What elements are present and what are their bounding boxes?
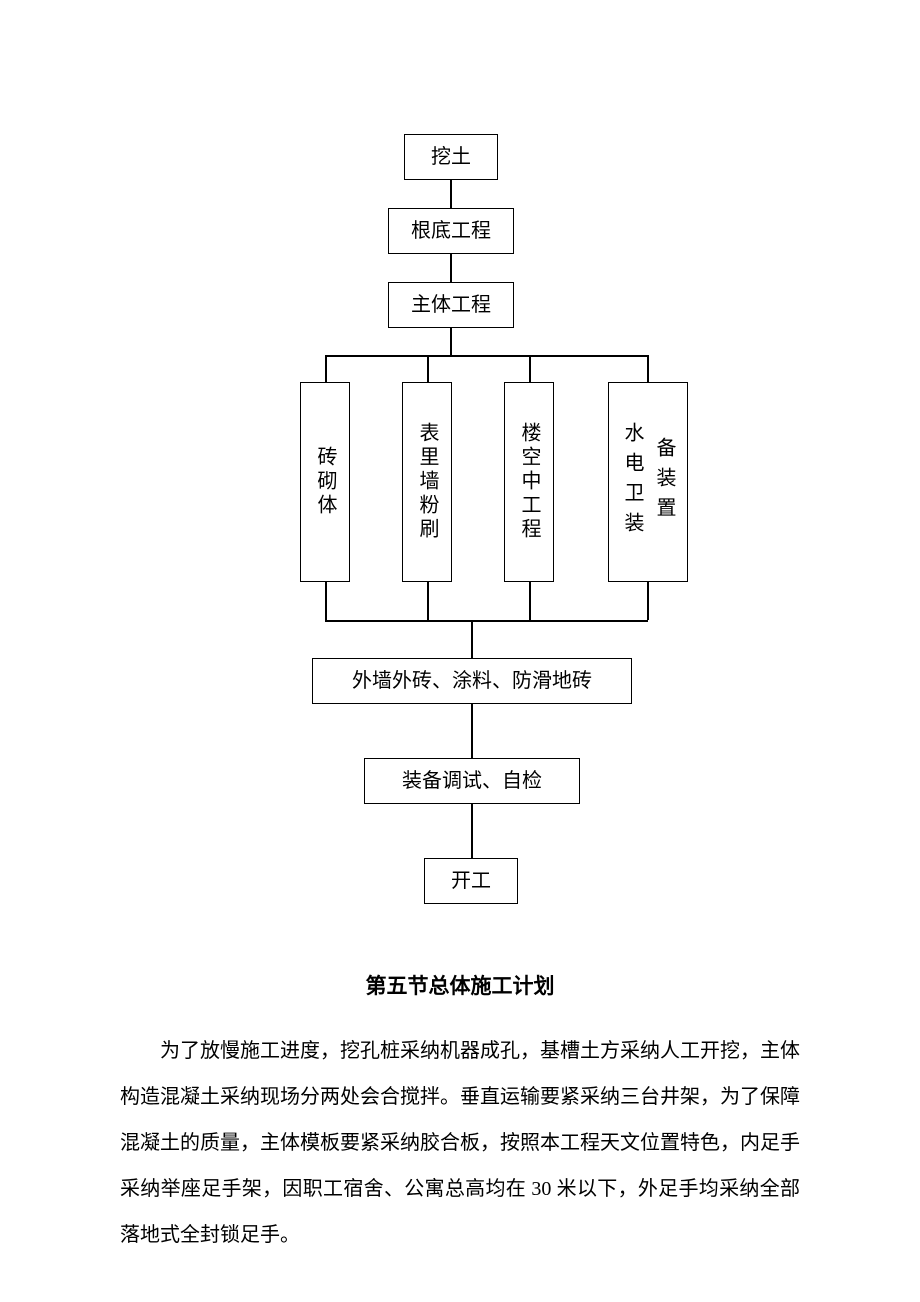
node-label: 外墙外砖、涂料、防滑地砖 (352, 666, 592, 696)
node-main-structure: 主体工程 (388, 282, 514, 328)
edge-merge (325, 620, 648, 622)
node-wall-plaster: 表里墙粉刷 (402, 382, 452, 582)
edge (450, 180, 452, 208)
edge (647, 582, 649, 620)
node-label-col1: 水电卫装 (617, 389, 647, 575)
node-brickwork: 砖砌体 (300, 382, 350, 582)
node-floor-work: 楼空中工程 (504, 382, 554, 582)
edge (647, 355, 649, 382)
node-label: 挖土 (431, 142, 471, 172)
node-foundation: 根底工程 (388, 208, 514, 254)
edge (427, 355, 429, 382)
construction-flowchart: 挖土 根底工程 主体工程 砖砌体 表里墙粉刷 楼空中工程 水电卫装 备装置 (0, 0, 920, 920)
edge (325, 355, 327, 382)
node-exterior-finish: 外墙外砖、涂料、防滑地砖 (312, 658, 632, 704)
section-title: 第五节总体施工计划 (120, 970, 800, 1000)
edge (427, 582, 429, 620)
edge (471, 804, 473, 858)
edge (529, 582, 531, 620)
edge (325, 582, 327, 620)
node-mep-install: 水电卫装 备装置 (608, 382, 688, 582)
node-excavation: 挖土 (404, 134, 498, 180)
edge (471, 620, 473, 658)
node-completion: 开工 (424, 858, 518, 904)
edge-branch (325, 355, 648, 357)
node-equipment-test: 装备调试、自检 (364, 758, 580, 804)
edge (450, 254, 452, 282)
node-label-col2: 备装置 (649, 389, 679, 575)
section-paragraph: 为了放慢施工进度，挖孔桩采纳机器成孔，基槽土方采纳人工开挖，主体构造混凝土采纳现… (120, 1028, 800, 1258)
node-label: 表里墙粉刷 (412, 422, 442, 542)
node-label: 砖砌体 (310, 446, 340, 518)
edge (450, 328, 452, 355)
section-content: 第五节总体施工计划 为了放慢施工进度，挖孔桩采纳机器成孔，基槽土方采纳人工开挖，… (120, 970, 800, 1258)
edge (471, 704, 473, 758)
node-label: 开工 (451, 866, 491, 896)
node-label: 楼空中工程 (514, 422, 544, 542)
node-label: 主体工程 (411, 290, 491, 320)
node-label: 根底工程 (411, 216, 491, 246)
node-label: 装备调试、自检 (402, 766, 542, 796)
edge (529, 355, 531, 382)
